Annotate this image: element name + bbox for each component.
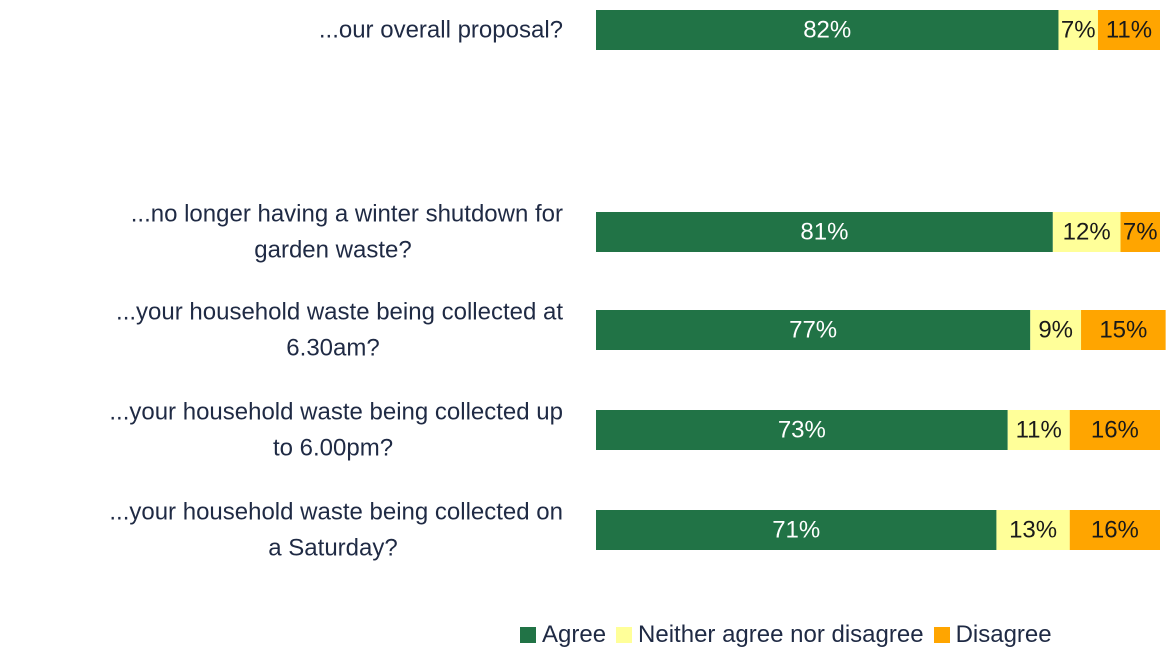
data-label-agree: 77%	[789, 317, 837, 344]
category-label: ...our overall proposal?	[319, 17, 563, 44]
legend-item-neither: Neither agree nor disagree	[616, 621, 924, 649]
bar-segment-neither-agree-nor-disagree	[1058, 10, 1098, 50]
category-label: ...your household waste being collected …	[116, 299, 563, 326]
bar-segment-neither-agree-nor-disagree	[1007, 410, 1070, 450]
bar-segment-disagree	[1069, 510, 1160, 550]
category-label: to 6.00pm?	[273, 435, 393, 462]
bar-segment-neither-agree-nor-disagree	[996, 510, 1070, 550]
category-label: ...your household waste being collected …	[109, 399, 563, 426]
bar-segment-agree	[596, 10, 1059, 50]
bar-segment-agree	[596, 410, 1008, 450]
data-label-neither-agree-nor-disagree: 13%	[1009, 517, 1057, 544]
data-label-neither-agree-nor-disagree: 7%	[1061, 17, 1096, 44]
data-label-agree: 81%	[800, 219, 848, 246]
data-label-agree: 71%	[772, 517, 820, 544]
bar-segment-disagree	[1097, 10, 1160, 50]
bar-segment-disagree	[1069, 410, 1160, 450]
legend-item-disagree: Disagree	[933, 621, 1052, 649]
data-label-disagree: 16%	[1091, 517, 1139, 544]
bar-segment-agree	[596, 212, 1053, 252]
bar-segment-disagree	[1120, 212, 1160, 252]
category-label: ...no longer having a winter shutdown fo…	[131, 201, 563, 228]
data-label-disagree: 15%	[1099, 317, 1147, 344]
data-label-neither-agree-nor-disagree: 11%	[1016, 417, 1062, 444]
category-label: 6.30am?	[286, 335, 379, 362]
legend-item-agree: Agree	[520, 621, 606, 649]
legend-swatch-agree	[520, 627, 536, 643]
data-label-neither-agree-nor-disagree: 12%	[1063, 219, 1111, 246]
data-label-disagree: 7%	[1123, 219, 1158, 246]
legend-label-neither: Neither agree nor disagree	[638, 621, 924, 648]
category-label: ...your household waste being collected …	[109, 499, 563, 526]
data-label-agree: 82%	[803, 17, 851, 44]
data-label-disagree: 16%	[1091, 417, 1139, 444]
legend-label-disagree: Disagree	[955, 621, 1052, 648]
category-label: a Saturday?	[268, 535, 397, 562]
legend-label-agree: Agree	[542, 621, 607, 648]
data-label-neither-agree-nor-disagree: 9%	[1038, 317, 1073, 344]
bar-segment-neither-agree-nor-disagree	[1052, 212, 1121, 252]
bar-segment-agree	[596, 510, 997, 550]
category-label: garden waste?	[254, 237, 411, 264]
bar-segment-neither-agree-nor-disagree	[1030, 310, 1082, 350]
bar-segment-disagree	[1081, 310, 1166, 350]
legend-swatch-neither	[616, 627, 633, 643]
legend: Agree Neither agree nor disagree Disagre…	[520, 620, 1052, 650]
data-label-disagree: 11%	[1106, 17, 1152, 44]
legend-swatch-disagree	[933, 627, 950, 643]
bar-segment-agree	[596, 310, 1031, 350]
data-label-agree: 73%	[778, 417, 826, 444]
